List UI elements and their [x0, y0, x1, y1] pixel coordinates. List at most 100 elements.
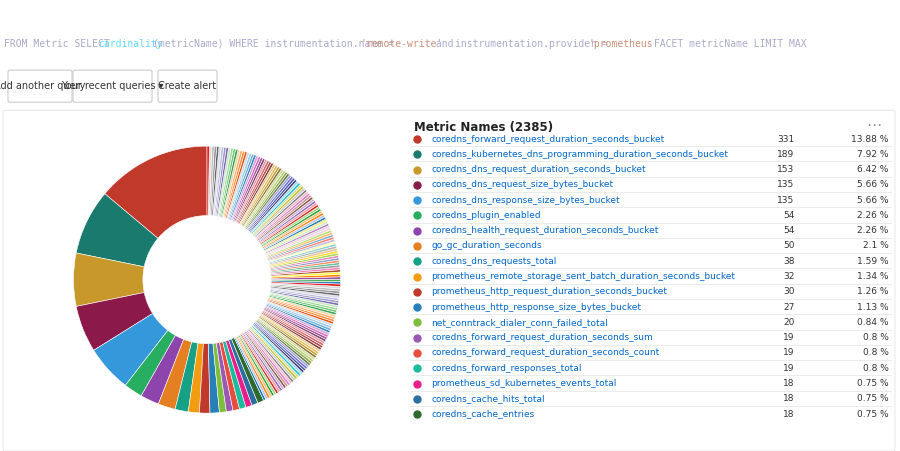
Text: 19: 19	[783, 333, 795, 342]
Text: 13.88 %: 13.88 %	[851, 134, 888, 143]
Wedge shape	[271, 270, 340, 276]
Wedge shape	[233, 157, 263, 221]
Wedge shape	[239, 164, 275, 225]
Wedge shape	[237, 161, 272, 224]
Wedge shape	[256, 319, 312, 364]
Wedge shape	[271, 277, 340, 280]
Wedge shape	[264, 219, 327, 252]
Wedge shape	[256, 321, 309, 368]
Wedge shape	[261, 313, 320, 352]
Wedge shape	[214, 147, 224, 216]
Wedge shape	[269, 246, 337, 265]
Wedge shape	[264, 308, 327, 342]
Text: ⋯: ⋯	[866, 118, 881, 133]
Wedge shape	[248, 178, 295, 231]
Text: coredns_health_request_duration_seconds_bucket: coredns_health_request_duration_seconds_…	[431, 226, 659, 235]
Text: 19: 19	[783, 364, 795, 373]
Wedge shape	[216, 147, 229, 216]
Wedge shape	[261, 313, 321, 350]
Wedge shape	[212, 147, 219, 216]
Wedge shape	[263, 212, 324, 249]
Text: prometheus_sd_kubernetes_events_total: prometheus_sd_kubernetes_events_total	[431, 379, 616, 388]
Wedge shape	[270, 289, 339, 301]
Wedge shape	[257, 197, 313, 241]
Wedge shape	[259, 315, 318, 356]
Wedge shape	[238, 163, 274, 224]
Wedge shape	[254, 188, 305, 236]
Wedge shape	[267, 300, 334, 324]
Wedge shape	[264, 217, 326, 250]
Text: and: and	[430, 39, 460, 49]
Text: coredns_dns_request_size_bytes_bucket: coredns_dns_request_size_bytes_bucket	[431, 180, 613, 189]
Wedge shape	[255, 322, 308, 369]
Wedge shape	[240, 165, 278, 226]
Text: 0.8 %: 0.8 %	[863, 364, 888, 373]
Text: 2.26 %: 2.26 %	[857, 226, 888, 235]
Text: 0.8 %: 0.8 %	[863, 333, 888, 342]
Wedge shape	[269, 251, 338, 267]
Text: 1.34 %: 1.34 %	[857, 272, 888, 281]
Wedge shape	[158, 339, 192, 409]
Wedge shape	[94, 313, 167, 385]
Text: coredns_dns_request_duration_seconds_bucket: coredns_dns_request_duration_seconds_buc…	[431, 165, 646, 174]
Text: 5.66 %: 5.66 %	[857, 196, 888, 205]
Wedge shape	[245, 331, 288, 387]
Wedge shape	[253, 323, 304, 373]
Text: coredns_forward_responses_total: coredns_forward_responses_total	[431, 364, 581, 373]
Wedge shape	[266, 230, 332, 257]
Wedge shape	[241, 166, 280, 226]
Wedge shape	[76, 194, 158, 267]
Text: cardinality: cardinality	[99, 39, 163, 49]
Wedge shape	[260, 314, 320, 354]
Wedge shape	[220, 149, 238, 217]
Text: 54: 54	[783, 226, 795, 235]
Wedge shape	[235, 160, 267, 222]
Wedge shape	[231, 338, 264, 403]
Text: (metricName) WHERE instrumentation.name =: (metricName) WHERE instrumentation.name …	[153, 39, 400, 49]
Wedge shape	[260, 204, 319, 244]
Wedge shape	[268, 241, 336, 262]
Wedge shape	[271, 285, 340, 294]
Wedge shape	[245, 172, 288, 229]
Wedge shape	[250, 181, 299, 233]
Wedge shape	[265, 307, 328, 340]
Wedge shape	[261, 208, 321, 247]
Wedge shape	[270, 291, 338, 305]
Wedge shape	[258, 317, 315, 360]
Wedge shape	[269, 295, 337, 315]
Text: 7.92 %: 7.92 %	[857, 150, 888, 159]
Wedge shape	[268, 299, 335, 322]
Wedge shape	[254, 322, 306, 371]
Wedge shape	[267, 237, 334, 260]
Wedge shape	[228, 153, 252, 219]
Text: 153: 153	[778, 165, 795, 174]
Wedge shape	[271, 262, 339, 272]
Wedge shape	[238, 335, 274, 396]
Wedge shape	[267, 301, 333, 327]
Wedge shape	[226, 152, 249, 219]
Wedge shape	[266, 302, 332, 329]
Wedge shape	[248, 328, 294, 382]
Text: coredns_forward_request_duration_seconds_sum: coredns_forward_request_duration_seconds…	[431, 333, 652, 342]
Text: coredns_cache_hits_total: coredns_cache_hits_total	[431, 394, 544, 403]
Text: 50: 50	[783, 241, 795, 250]
Wedge shape	[243, 332, 284, 390]
Wedge shape	[267, 232, 333, 258]
Wedge shape	[266, 226, 330, 255]
Wedge shape	[252, 324, 302, 374]
Wedge shape	[216, 342, 233, 412]
Wedge shape	[271, 282, 340, 286]
Text: 18: 18	[783, 394, 795, 403]
Wedge shape	[220, 149, 236, 217]
Text: 5.66 %: 5.66 %	[857, 180, 888, 189]
Text: instrumentation.provider =: instrumentation.provider =	[454, 39, 614, 49]
Wedge shape	[125, 330, 176, 396]
Wedge shape	[248, 327, 296, 381]
Wedge shape	[253, 186, 304, 235]
Wedge shape	[246, 173, 290, 229]
Wedge shape	[266, 304, 330, 333]
Wedge shape	[258, 201, 316, 243]
Wedge shape	[271, 267, 340, 275]
Wedge shape	[234, 158, 266, 222]
Wedge shape	[248, 176, 293, 231]
